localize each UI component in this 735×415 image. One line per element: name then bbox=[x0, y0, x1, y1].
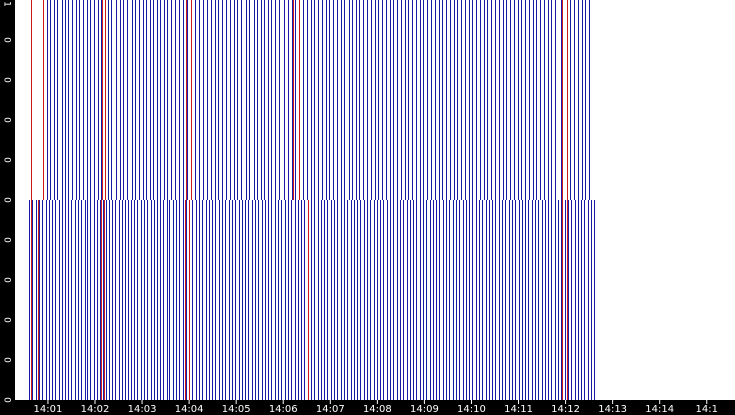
x-tick-label: 14:10 bbox=[457, 404, 486, 415]
y-axis-band bbox=[0, 0, 15, 415]
y-tick-label: 0 bbox=[2, 117, 12, 123]
y-tick-label: 0 bbox=[2, 357, 12, 363]
y-tick-label: 0 bbox=[2, 37, 12, 43]
event-layer bbox=[29, 0, 595, 400]
x-tick-label: 14:12 bbox=[551, 404, 580, 415]
x-tick-label: 14:07 bbox=[316, 404, 345, 415]
x-tick-label: 14:03 bbox=[128, 404, 157, 415]
x-axis-band bbox=[0, 400, 735, 415]
x-tick-label: 14:11 bbox=[504, 404, 533, 415]
x-tick-label: 14:04 bbox=[175, 404, 204, 415]
x-tick-label: 14:05 bbox=[222, 404, 251, 415]
y-tick-label: 0 bbox=[2, 237, 12, 243]
x-tick-label: 14:13 bbox=[598, 404, 627, 415]
x-tick-label: 14:09 bbox=[410, 404, 439, 415]
x-tick-label: 14:02 bbox=[81, 404, 110, 415]
y-axis-ticks: 1 0 0 0 0 0 0 0 0 0 0 bbox=[2, 1, 12, 403]
x-tick-label: 14:01 bbox=[34, 404, 63, 415]
y-tick-label: 0 bbox=[2, 317, 12, 323]
y-tick-label: 0 bbox=[2, 397, 12, 403]
x-tick-label: 14:08 bbox=[363, 404, 392, 415]
x-tick-label: 14:06 bbox=[269, 404, 298, 415]
y-tick-label: 1 bbox=[2, 1, 12, 7]
y-tick-label: 0 bbox=[2, 77, 12, 83]
y-tick-label: 0 bbox=[2, 277, 12, 283]
y-tick-label: 0 bbox=[2, 197, 12, 203]
x-tick-label: 14:1 bbox=[696, 404, 718, 415]
y-tick-label: 0 bbox=[2, 157, 12, 163]
x-tick-label: 14:14 bbox=[645, 404, 674, 415]
x-axis-ticks: 14:01 14:02 14:03 14:04 14:05 14:06 14:07 14:08… bbox=[34, 400, 718, 415]
